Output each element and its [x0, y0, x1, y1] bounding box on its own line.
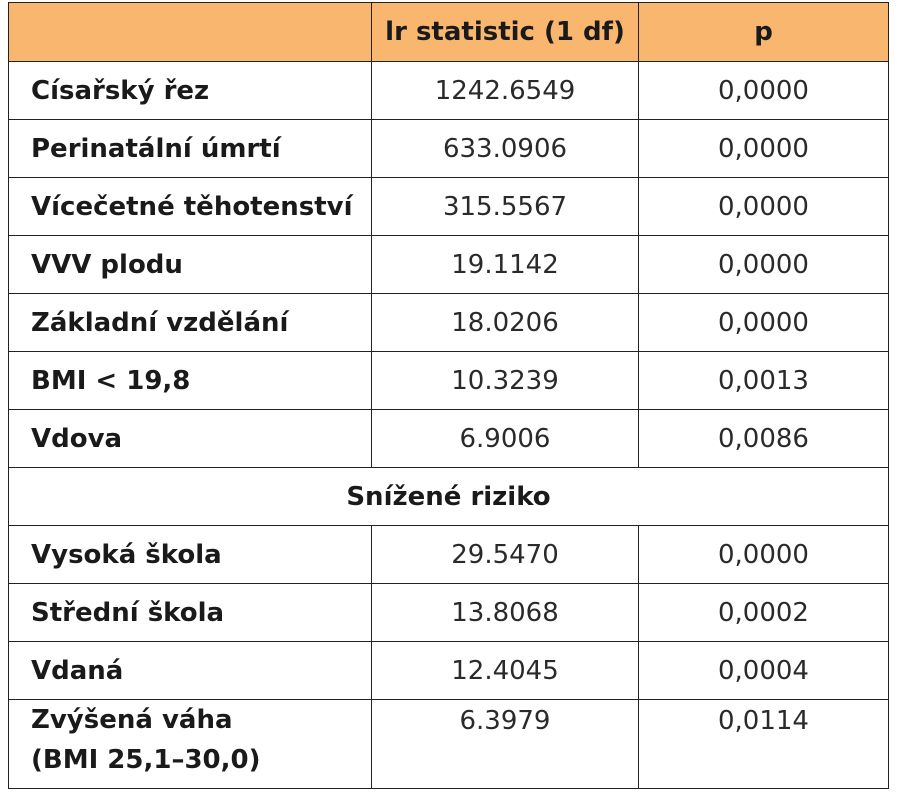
table-row: VVV plodu 19.1142 0,0000 — [8, 235, 889, 294]
row-label: Vdova — [8, 409, 372, 468]
lr-value: 12.4045 — [371, 641, 639, 700]
table-row: Zvýšená váha (BMI 25,1–30,0) 6.3979 0,01… — [8, 699, 889, 789]
row-label-line2: (BMI 25,1–30,0) — [31, 745, 261, 775]
row-label: Vdaná — [8, 641, 372, 700]
lr-value: 13.8068 — [371, 583, 639, 642]
p-value: 0,0000 — [638, 61, 889, 120]
header-row: lr statistic (1 df) p — [8, 2, 889, 62]
section-row: Snížené riziko — [8, 467, 889, 526]
p-value: 0,0004 — [638, 641, 889, 700]
row-label-line1: Zvýšená váha — [31, 705, 233, 735]
header-empty — [8, 2, 372, 62]
lr-value: 19.1142 — [371, 235, 639, 294]
table-row: Císařský řez 1242.6549 0,0000 — [8, 61, 889, 120]
lr-value: 6.9006 — [371, 409, 639, 468]
p-value: 0,0000 — [638, 525, 889, 584]
lr-value: 1242.6549 — [371, 61, 639, 120]
table-row: Vícečetné těhotenství 315.5567 0,0000 — [8, 177, 889, 236]
row-label: BMI < 19,8 — [8, 351, 372, 410]
table-row: Vdova 6.9006 0,0086 — [8, 409, 889, 468]
p-value: 0,0000 — [638, 177, 889, 236]
row-label: Střední škola — [8, 583, 372, 642]
p-value: 0,0114 — [638, 699, 889, 789]
table-row: Vdaná 12.4045 0,0004 — [8, 641, 889, 700]
p-value: 0,0000 — [638, 119, 889, 178]
row-label: VVV plodu — [8, 235, 372, 294]
results-table: lr statistic (1 df) p Císařský řez 1242.… — [8, 2, 889, 789]
row-label: Vysoká škola — [8, 525, 372, 584]
lr-value: 29.5470 — [371, 525, 639, 584]
row-label: Perinatální úmrtí — [8, 119, 372, 178]
lr-value: 18.0206 — [371, 293, 639, 352]
row-label: Zvýšená váha (BMI 25,1–30,0) — [8, 699, 372, 789]
lr-value: 6.3979 — [371, 699, 639, 789]
p-value: 0,0000 — [638, 235, 889, 294]
table-row: Střední škola 13.8068 0,0002 — [8, 583, 889, 642]
lr-value: 633.0906 — [371, 119, 639, 178]
lr-value: 10.3239 — [371, 351, 639, 410]
row-label: Císařský řez — [8, 61, 372, 120]
header-p: p — [638, 2, 889, 62]
table-row: BMI < 19,8 10.3239 0,0013 — [8, 351, 889, 410]
p-value: 0,0013 — [638, 351, 889, 410]
p-value: 0,0086 — [638, 409, 889, 468]
row-label: Vícečetné těhotenství — [8, 177, 372, 236]
row-label: Základní vzdělání — [8, 293, 372, 352]
section-label: Snížené riziko — [8, 467, 889, 526]
lr-value: 315.5567 — [371, 177, 639, 236]
p-value: 0,0002 — [638, 583, 889, 642]
table-row: Perinatální úmrtí 633.0906 0,0000 — [8, 119, 889, 178]
p-value: 0,0000 — [638, 293, 889, 352]
table-row: Základní vzdělání 18.0206 0,0000 — [8, 293, 889, 352]
header-lr-statistic: lr statistic (1 df) — [371, 2, 639, 62]
table-row: Vysoká škola 29.5470 0,0000 — [8, 525, 889, 584]
